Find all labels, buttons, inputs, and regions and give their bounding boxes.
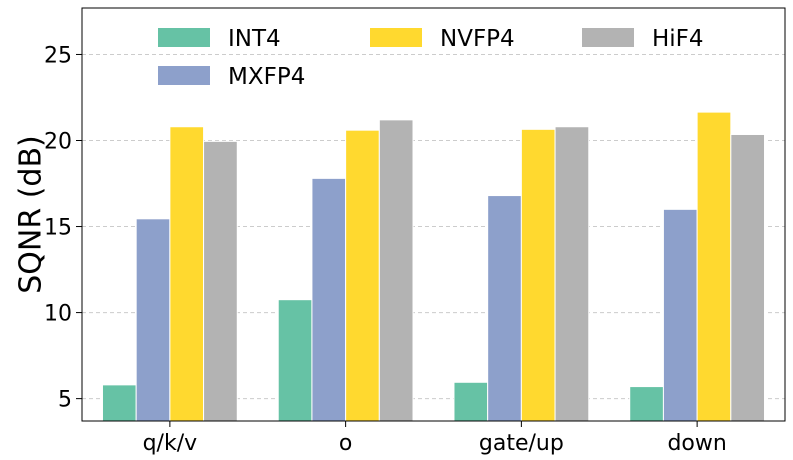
bar-mxfp4-gate-up [487,195,522,422]
legend-item-mxfp4: MXFP4 [158,64,305,90]
y-tick-label: 10 [44,302,72,327]
bar-hif4-gate-up [554,126,590,422]
bar-hif4-o [378,119,414,422]
y-tick-label: 20 [44,130,72,155]
legend-swatch [158,66,210,85]
bar-mxfp4-o [311,177,347,422]
legend-swatch [582,28,634,47]
bar-nvfp4-down [696,111,732,422]
y-axis-label: SQNR (dB) [14,135,49,294]
bars-group [101,111,766,422]
bar-int4-gate-up [453,381,489,422]
x-tick-label: down [667,431,726,456]
legend-item-int4: INT4 [158,26,281,52]
bar-int4-down [629,386,664,422]
y-tick-label: 15 [44,216,72,241]
legend-label: MXFP4 [228,64,305,90]
bar-int4-o [277,299,313,422]
bar-mxfp4-q-k-v [135,218,171,422]
legend-label: NVFP4 [440,26,515,52]
legend-swatch [158,28,210,47]
x-tick-label: gate/up [479,431,564,456]
bar-nvfp4-q-k-v [169,126,205,422]
legend-swatch [370,28,422,47]
bar-hif4-q-k-v [203,140,238,422]
bar-mxfp4-down [662,208,698,422]
legend: INT4 NVFP4 HiF4 MXFP4 [158,26,704,90]
legend-label: INT4 [228,26,281,52]
plot-frame [81,7,786,422]
bar-int4-q-k-v [101,384,137,422]
bar-hif4-down [730,133,766,422]
y-axis: 5 10 15 20 25 [44,43,82,413]
x-tick-label: q/k/v [143,431,198,456]
x-tick-label: o [339,431,352,456]
legend-label: HiF4 [652,26,704,52]
y-tick-label: 5 [58,388,72,413]
x-axis: q/k/v o gate/up down [143,421,727,456]
y-tick-label: 25 [44,43,72,68]
bar-nvfp4-o [345,129,380,422]
legend-item-nvfp4: NVFP4 [370,26,515,52]
bar-nvfp4-gate-up [520,128,556,422]
grid-lines [82,53,785,400]
legend-item-hif4: HiF4 [582,26,704,52]
